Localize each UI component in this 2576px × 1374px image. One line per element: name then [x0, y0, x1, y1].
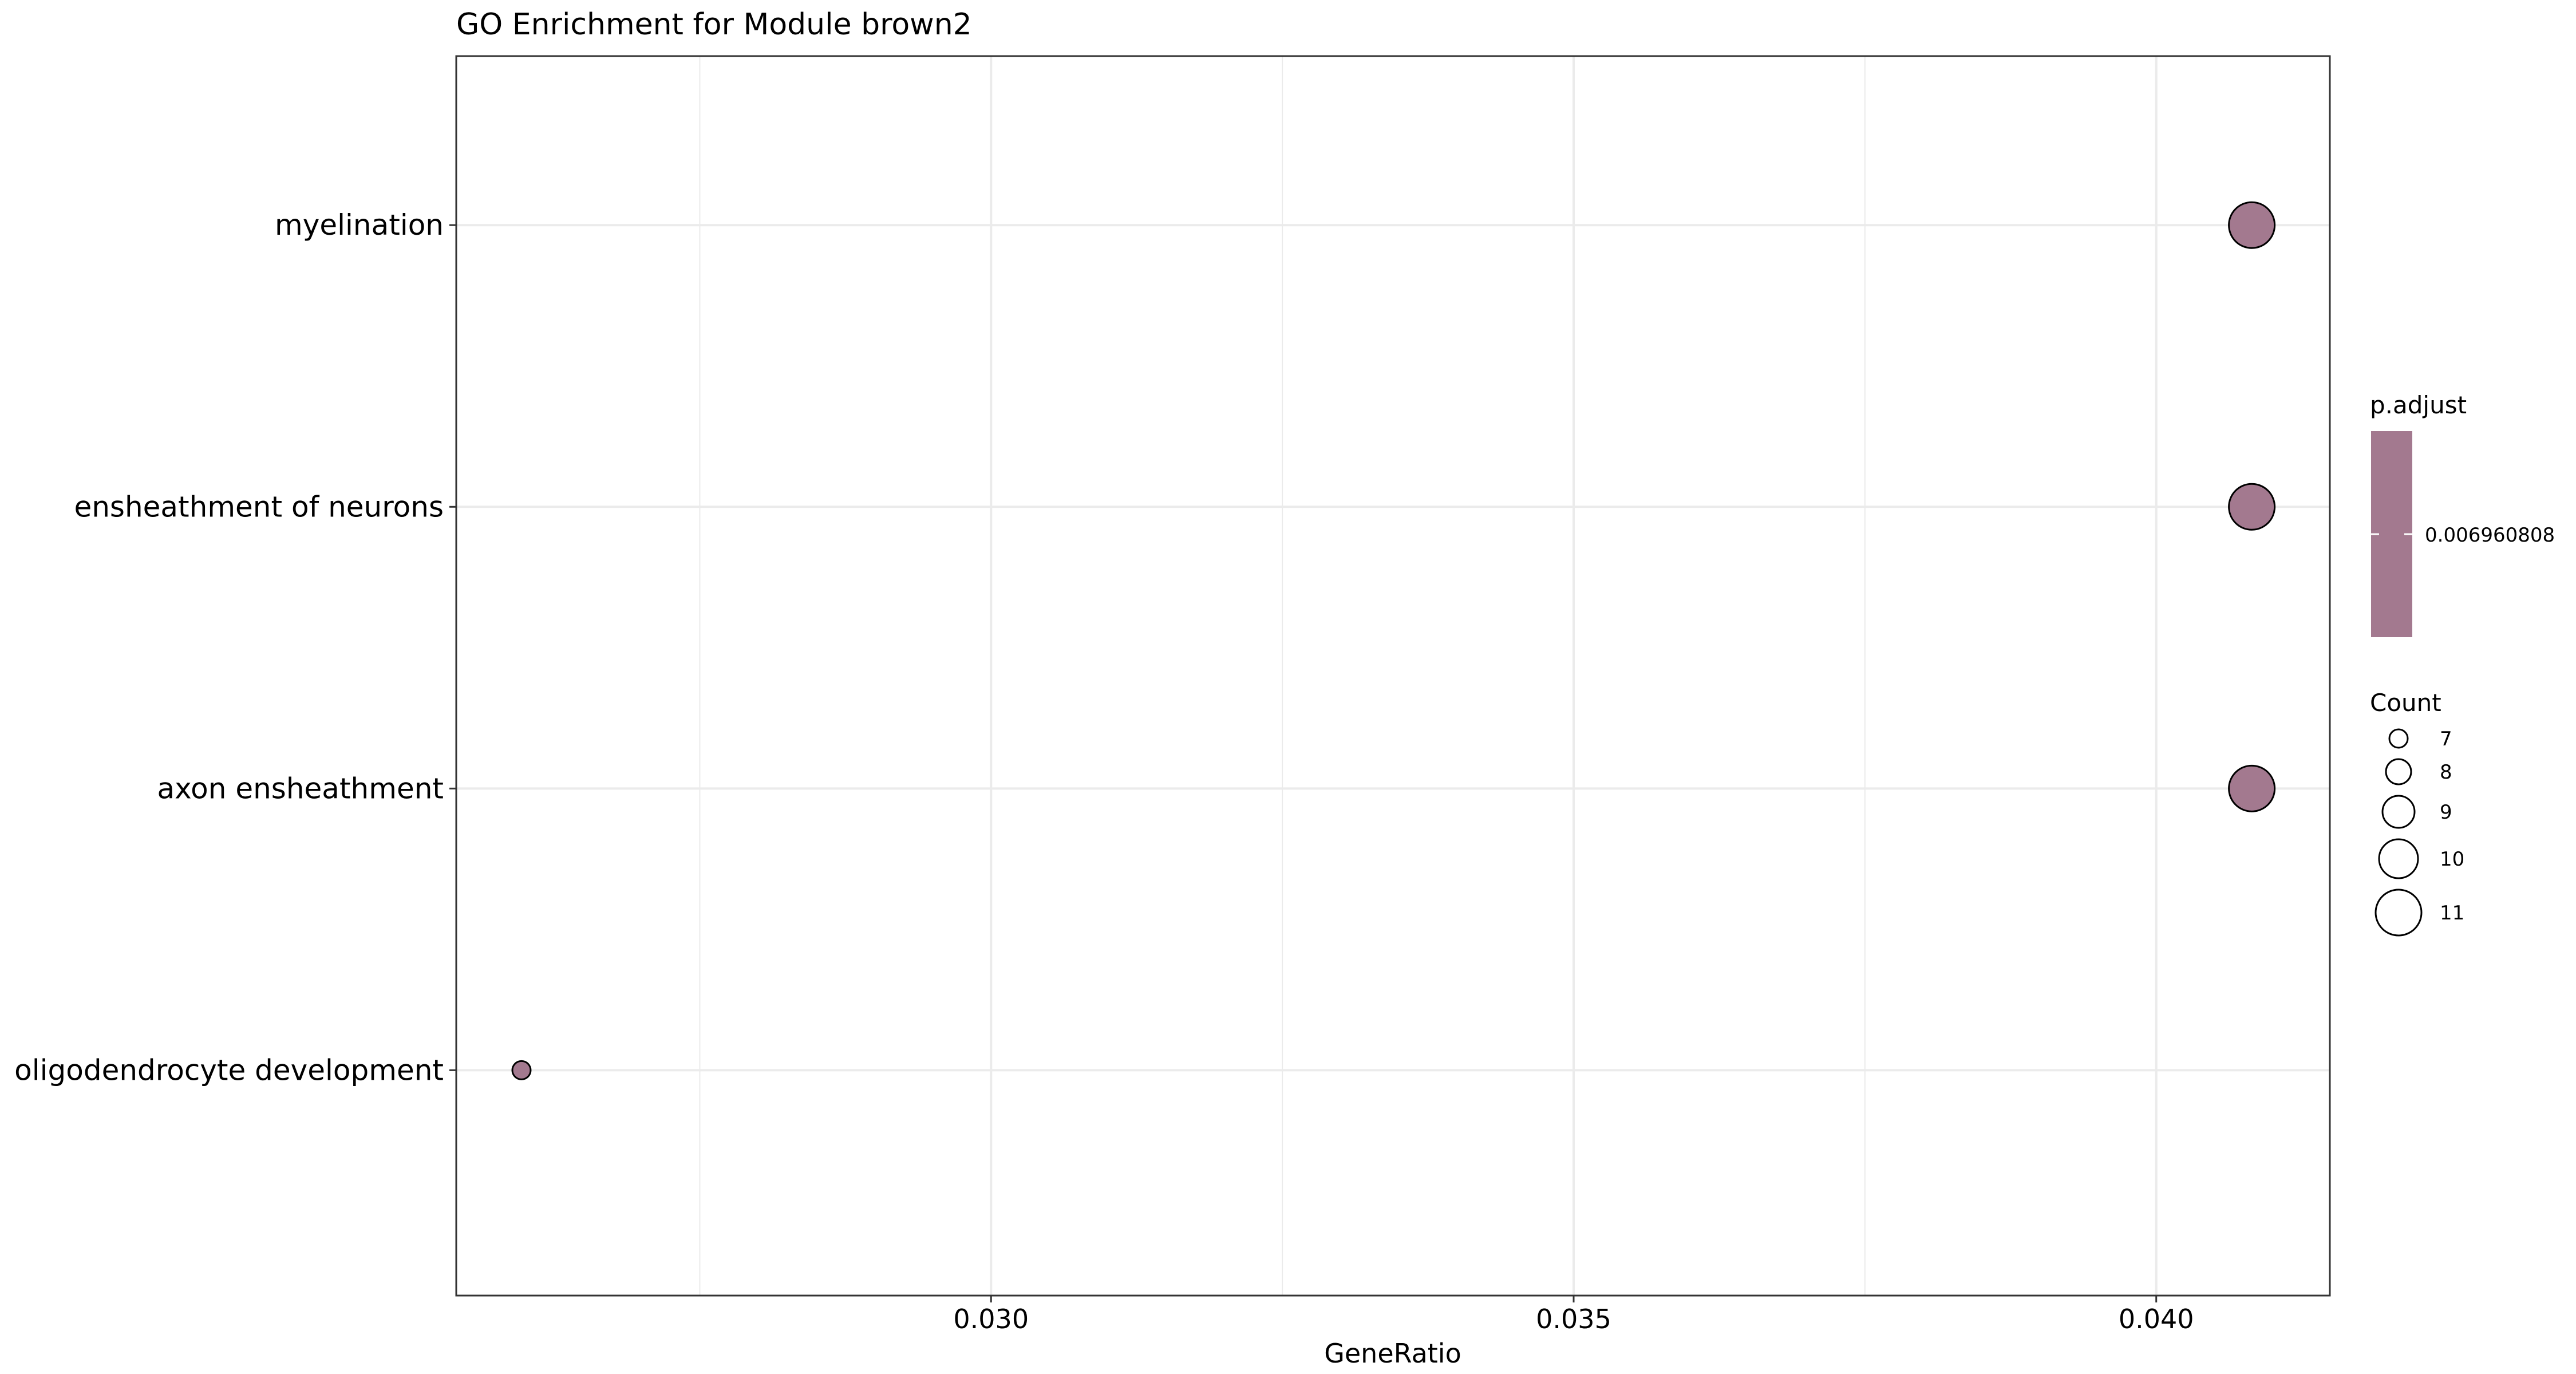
y-tick-label: axon ensheathment — [157, 772, 444, 805]
data-point — [511, 1060, 532, 1080]
size-legend-label: 10 — [2440, 848, 2464, 871]
size-legend-label: 9 — [2440, 801, 2452, 824]
color-legend-title: p.adjust — [2370, 391, 2467, 419]
x-axis: 0.030 0.035 0.040 — [953, 1296, 2194, 1334]
x-tick-label: 0.030 — [953, 1304, 1029, 1334]
data-point — [2228, 764, 2276, 812]
size-legend-circle — [2388, 728, 2409, 749]
size-legend-circle — [2374, 889, 2423, 937]
data-point — [2228, 201, 2276, 249]
size-legend-label: 7 — [2440, 728, 2452, 751]
size-legend-title: Count — [2370, 689, 2441, 717]
x-tick-label: 0.040 — [2119, 1304, 2194, 1334]
size-legend-label: 11 — [2440, 902, 2464, 925]
y-axis: myelination ensheathment of neurons axon e… — [14, 208, 456, 1087]
plot-panel — [455, 55, 2331, 1297]
grid-layer — [456, 56, 2330, 1296]
chart-title: GO Enrichment for Module brown2 — [456, 7, 972, 42]
points-layer — [511, 201, 2276, 1080]
size-legend-circle — [2385, 758, 2412, 785]
size-legend-circle — [2381, 795, 2416, 829]
size-legend: Count 7 8 9 10 11 — [2370, 689, 2464, 937]
size-legend-label: 8 — [2440, 761, 2452, 784]
color-legend-label: 0.006960808 — [2425, 524, 2555, 547]
y-tick-label: oligodendrocyte development — [14, 1053, 444, 1087]
data-point — [2228, 483, 2276, 531]
x-axis-label: GeneRatio — [1324, 1338, 1461, 1369]
y-tick-label: myelination — [275, 208, 444, 242]
size-legend-circle — [2378, 838, 2419, 879]
color-legend: p.adjust 0.006960808 — [2370, 391, 2555, 637]
y-tick-label: ensheathment of neurons — [74, 490, 444, 523]
x-tick-label: 0.035 — [1536, 1304, 1611, 1334]
